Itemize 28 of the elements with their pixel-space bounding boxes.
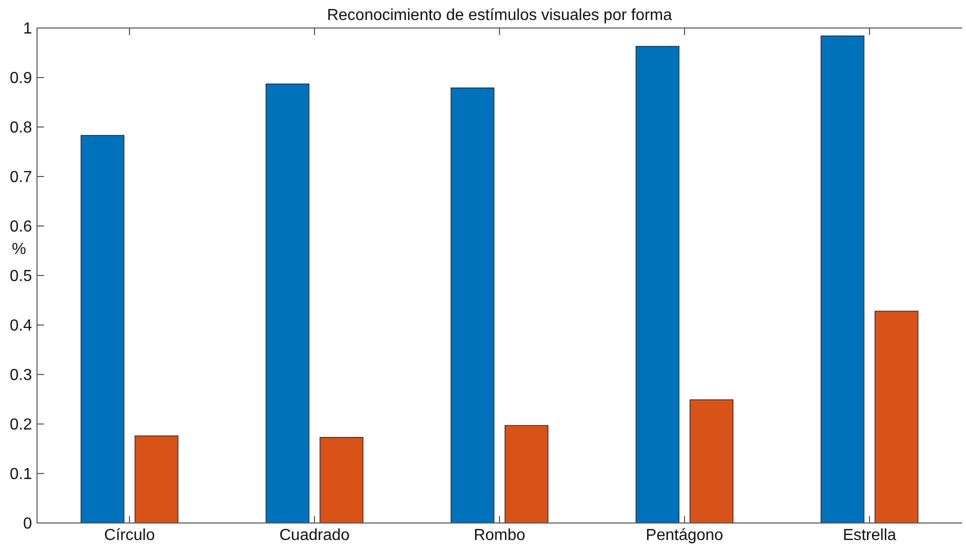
y-tick-label: 0.4 <box>10 318 32 335</box>
x-tick-label: Estrella <box>842 527 896 544</box>
bar <box>80 135 124 524</box>
bar <box>504 425 548 524</box>
x-tick-label: Círculo <box>104 527 155 544</box>
y-tick-label: 0.1 <box>10 466 32 484</box>
bar <box>320 437 364 524</box>
x-tick-label: Pentágono <box>646 527 724 544</box>
y-tick-label: 0.2 <box>10 416 32 434</box>
y-tick-label: 0.3 <box>10 367 32 384</box>
bar <box>636 46 680 524</box>
y-axis-title: % <box>12 241 26 258</box>
bar <box>874 310 918 524</box>
bar <box>134 436 178 524</box>
bar <box>266 84 310 524</box>
y-tick-label: 0.8 <box>10 120 32 137</box>
x-tick-label: Cuadrado <box>279 527 350 544</box>
x-tick-label: Rombo <box>474 527 526 544</box>
y-tick-label: 0.6 <box>10 218 32 236</box>
chart-title: Reconocimiento de estímulos visuales por forma <box>326 7 672 24</box>
bar <box>690 399 734 524</box>
bar <box>450 88 494 524</box>
bar <box>820 36 864 524</box>
y-tick-label: 0.7 <box>10 169 32 186</box>
y-tick-label: 0.9 <box>10 70 32 88</box>
y-tick-label: 1 <box>23 20 32 38</box>
y-tick-label: 0.5 <box>10 268 32 286</box>
y-tick-label: 0 <box>23 516 32 533</box>
